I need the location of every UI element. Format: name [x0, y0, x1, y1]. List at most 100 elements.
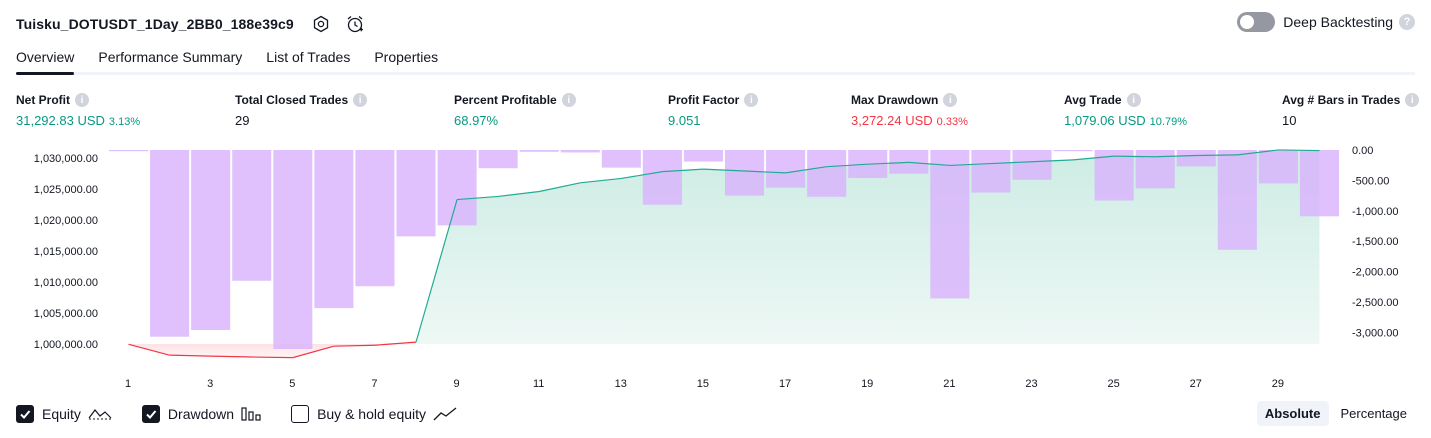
mode-absolute-button[interactable]: Absolute: [1256, 401, 1329, 426]
equity-line-segment: [1237, 149, 1279, 156]
legend-equity-label: Equity: [42, 406, 81, 422]
left-axis-tick-label: 1,015,000.00: [34, 246, 98, 258]
max-drawdown-value: 3,272.24 USD: [851, 113, 933, 128]
drawdown-bar: [437, 150, 477, 226]
checkbox-unchecked-icon[interactable]: [291, 405, 310, 423]
alarm-clock-icon[interactable]: [344, 13, 366, 35]
x-axis-tick-label: 19: [861, 378, 873, 390]
equity-line-segment: [621, 171, 663, 180]
info-icon[interactable]: i: [943, 93, 958, 107]
drawdown-bar: [560, 150, 600, 153]
checkbox-checked-icon[interactable]: [141, 405, 160, 423]
x-axis-tick-label: 29: [1272, 378, 1284, 390]
drawdown-bar: [971, 150, 1011, 193]
x-axis-tick-label: 15: [697, 378, 709, 390]
avg-trade-label: Avg Trade: [1064, 93, 1122, 107]
tab-performance-summary[interactable]: Performance Summary: [98, 49, 243, 65]
right-axis-tick-label: -1,500.00: [1352, 236, 1398, 248]
max-drawdown-label: Max Drawdown: [851, 93, 939, 107]
x-axis-tick-label: 5: [289, 378, 295, 390]
equity-line-icon: [88, 406, 112, 422]
strategy-header: Tuisku_DOTUSDT_1Day_2BB0_188e39c9 Deep B…: [16, 10, 1415, 38]
equity-line-segment: [539, 182, 581, 193]
drawdown-bar: [1258, 150, 1298, 184]
stats-row: Net Profit i 31,292.83 USD 3.13% Total Clo…: [16, 93, 1420, 133]
trend-line-icon: [433, 406, 457, 422]
equity-line-segment: [662, 168, 704, 173]
info-icon[interactable]: i: [75, 93, 89, 107]
right-axis-tick-label: -2,500.00: [1352, 297, 1398, 309]
equity-line-segment: [703, 168, 745, 172]
left-axis-tick-label: 1,000,000.00: [34, 339, 98, 351]
info-icon[interactable]: i: [744, 93, 759, 107]
total-closed-trades-label: Total Closed Trades: [235, 93, 349, 107]
strategy-name: Tuisku_DOTUSDT_1Day_2BB0_188e39c9: [16, 16, 294, 32]
x-axis-tick-label: 7: [371, 378, 377, 390]
info-icon[interactable]: i: [561, 93, 576, 107]
avg-trade-pct: 10.79%: [1149, 116, 1187, 128]
tab-properties[interactable]: Properties: [374, 49, 439, 65]
avg-bars-value: 10: [1282, 113, 1297, 128]
drawdown-bar: [1094, 150, 1134, 201]
right-axis-tick-label: -2,000.00: [1352, 267, 1398, 279]
equity-line-segment: [867, 161, 909, 165]
left-axis-tick-label: 1,010,000.00: [34, 277, 98, 289]
deep-backtesting-toggle[interactable]: [1237, 12, 1276, 32]
equity-line-segment: [1196, 154, 1238, 157]
chart-legend: Equity Drawdown Buy & hold equity: [16, 403, 487, 425]
drawdown-bar: [642, 150, 682, 205]
equity-area: [128, 149, 1320, 344]
equity-line-segment: [292, 345, 335, 359]
equity-line-segment: [1155, 154, 1197, 158]
drawdown-bar: [1217, 150, 1257, 250]
equity-line-segment: [908, 161, 950, 167]
deep-backtesting: Deep Backtesting ?: [1237, 12, 1415, 32]
right-axis-tick-label: -1,000.00: [1352, 206, 1398, 218]
drawdown-bars-icon: [241, 406, 261, 422]
equity-negative-area: [128, 344, 1320, 358]
drawdown-bar: [109, 150, 149, 152]
equity-line-segment: [785, 166, 827, 174]
info-icon[interactable]: i: [1405, 93, 1420, 107]
checkbox-checked-icon[interactable]: [16, 405, 34, 423]
drawdown-bar: [273, 150, 313, 349]
legend-buy-hold[interactable]: Buy & hold equity: [291, 405, 457, 423]
left-axis-tick-label: 1,025,000.00: [34, 184, 98, 196]
equity-drawdown-chart[interactable]: 1,030,000.00 1,025,000.00 1,020,000.00 1,01…: [0, 140, 1431, 398]
info-icon[interactable]: i: [1126, 93, 1141, 107]
legend-drawdown-label: Drawdown: [167, 406, 235, 422]
legend-drawdown[interactable]: Drawdown: [141, 405, 261, 423]
stat-max-drawdown: Max Drawdown i 3,272.24 USD 0.33%: [851, 93, 968, 128]
total-closed-trades-value: 29: [235, 113, 250, 128]
equity-line-segment: [374, 341, 417, 346]
equity-line-segment: [498, 190, 540, 198]
equity-line-segment: [744, 170, 786, 174]
drawdown-bar: [355, 150, 395, 287]
mode-percentage-button[interactable]: Percentage: [1340, 406, 1408, 421]
tab-list-of-trades[interactable]: List of Trades: [266, 49, 351, 65]
info-icon[interactable]: i: [353, 93, 368, 107]
equity-line-segment: [580, 177, 622, 184]
profit-factor-value: 9.051: [668, 113, 701, 128]
tab-overview[interactable]: Overview: [16, 44, 75, 75]
drawdown-bar: [889, 150, 929, 174]
drawdown-bar: [1176, 150, 1216, 167]
drawdown-bar: [396, 150, 436, 237]
drawdown-bar: [807, 150, 847, 197]
left-axis-tick-label: 1,030,000.00: [34, 153, 98, 165]
avg-bars-label: Avg # Bars in Trades: [1282, 93, 1401, 107]
profit-factor-label: Profit Factor: [668, 93, 740, 107]
settings-icon[interactable]: [310, 13, 332, 35]
legend-equity[interactable]: Equity: [16, 405, 112, 423]
equity-line-segment: [1073, 155, 1115, 161]
stat-avg-trade: Avg Trade i 1,079.06 USD 10.79%: [1064, 93, 1187, 128]
right-axis-tick-label: 0.00: [1352, 145, 1373, 157]
equity-line-segment: [1278, 149, 1320, 152]
help-icon[interactable]: ?: [1399, 14, 1415, 30]
equity-line-segment: [333, 344, 375, 347]
x-axis-tick-label: 25: [1107, 378, 1119, 390]
right-axis-tick-label: -500.00: [1352, 175, 1389, 187]
equity-line-segment: [457, 195, 499, 201]
drawdown-bar: [725, 150, 765, 196]
tab-bar: Overview Performance Summary List of Tra…: [16, 44, 1415, 75]
